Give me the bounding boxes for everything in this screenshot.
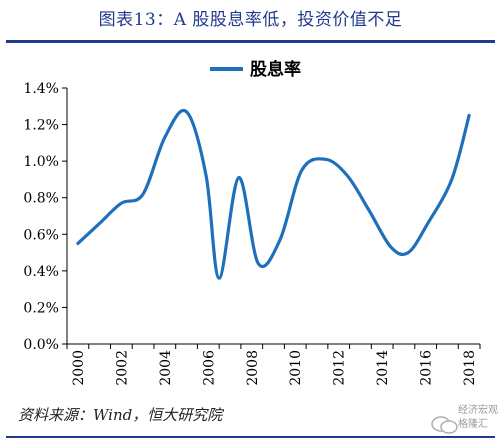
y-tick-label: 0.4% xyxy=(23,264,59,280)
series-line-股息率 xyxy=(76,108,471,280)
x-tick-label: 2014 xyxy=(375,350,391,386)
x-tick-label: 2016 xyxy=(419,350,435,386)
figure-title: 图表13：A 股股息率低，投资价值不足 xyxy=(98,10,403,30)
axes: 0.0% 0.2% 0.4% 0.6% 0.8% 1.0% 1.2% 1.4% 2000 2002… xyxy=(23,81,481,386)
y-tick-label: 1.2% xyxy=(23,118,59,134)
title-rule xyxy=(6,40,495,43)
y-tick-label: 0.8% xyxy=(23,191,59,207)
legend: 股息率 xyxy=(210,59,301,80)
x-tick-label: 2008 xyxy=(245,350,261,386)
x-tick-label: 2012 xyxy=(332,350,348,386)
line-chart: 0.0% 0.2% 0.4% 0.6% 0.8% 1.0% 1.2% 1.4% 2000 2002… xyxy=(23,59,481,386)
y-tick-label: 1.4% xyxy=(23,81,59,97)
y-tick-label: 0.6% xyxy=(23,227,59,243)
x-tick-label: 2018 xyxy=(462,350,478,386)
watermark-line-2: 格隆汇 xyxy=(458,419,488,430)
bottom-rule xyxy=(6,436,495,438)
x-tick-label: 2010 xyxy=(288,350,304,386)
series-layer xyxy=(76,108,471,280)
watermark-line-1: 经济宏观 xyxy=(458,405,498,416)
y-tick-label: 0.0% xyxy=(23,337,59,353)
x-tick-label: 2000 xyxy=(71,350,87,386)
watermark-text: 经济宏观 格隆汇 xyxy=(458,404,498,432)
y-tick-label: 0.2% xyxy=(23,300,59,316)
x-tick-label: 2002 xyxy=(114,350,130,386)
wechat-watermark-icon xyxy=(431,416,458,434)
x-tick-label: 2004 xyxy=(158,350,174,386)
y-tick-label: 1.0% xyxy=(23,154,59,170)
legend-label-series: 股息率 xyxy=(250,59,301,80)
source-note: 资料来源：Wind，恒大研究院 xyxy=(18,406,223,424)
x-tick-label: 2006 xyxy=(201,350,217,386)
